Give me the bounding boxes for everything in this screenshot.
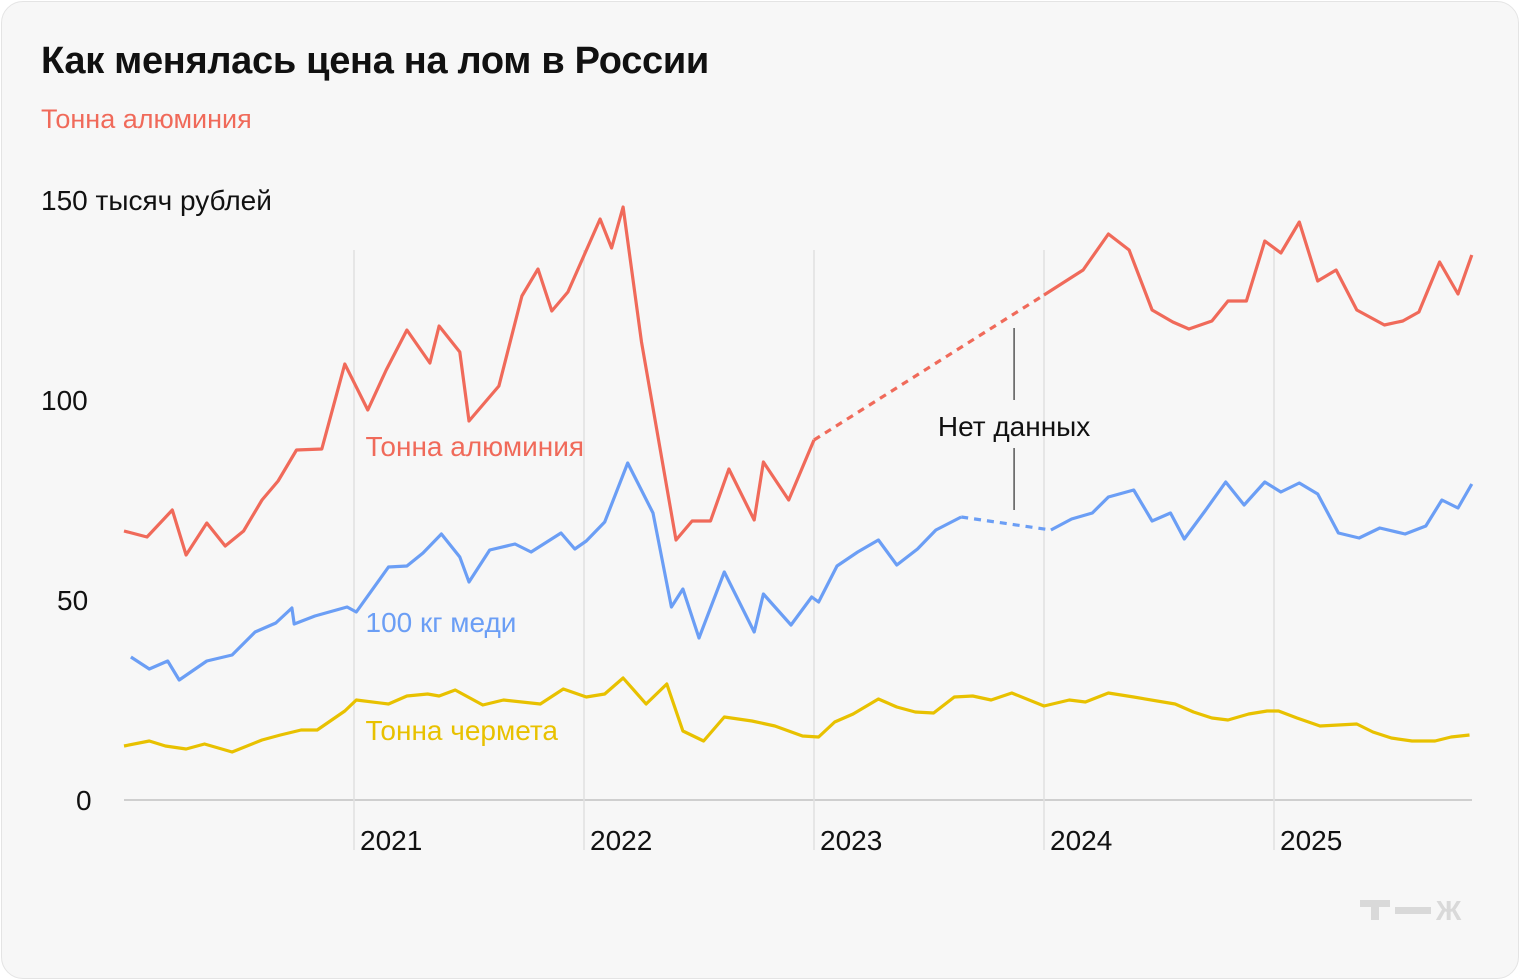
x-tick-label: 2021 bbox=[360, 825, 422, 856]
x-tick-label: 2022 bbox=[590, 825, 652, 856]
x-tick-label: 2025 bbox=[1280, 825, 1342, 856]
y-tick-label: 150 тысяч рублей bbox=[41, 185, 272, 216]
series-label: 100 кг меди bbox=[366, 607, 517, 638]
series-label: Тонна алюминия bbox=[366, 431, 585, 462]
y-tick-label: 100 bbox=[41, 385, 88, 416]
y-tick-label: 0 bbox=[76, 785, 92, 816]
chart-title: Как менялась цена на лом в России bbox=[41, 40, 709, 82]
logo-letter: Ж bbox=[1435, 895, 1462, 926]
series-line bbox=[123, 205, 816, 557]
series-label: Тонна чермета bbox=[366, 715, 559, 746]
no-data-annotation: Нет данных bbox=[938, 411, 1090, 442]
series-line bbox=[1050, 480, 1474, 541]
tzh-logo: Ж bbox=[1360, 895, 1462, 926]
x-tick-label: 2024 bbox=[1050, 825, 1112, 856]
series-line bbox=[1043, 220, 1474, 331]
series-line bbox=[123, 676, 1470, 754]
missing-data-dashed-line bbox=[813, 293, 1045, 442]
series-line bbox=[130, 461, 962, 682]
missing-data-dashed-line bbox=[960, 515, 1052, 532]
chart-subtitle: Тонна алюминия bbox=[41, 104, 252, 134]
x-tick-label: 2023 bbox=[820, 825, 882, 856]
y-tick-label: 50 bbox=[57, 585, 88, 616]
